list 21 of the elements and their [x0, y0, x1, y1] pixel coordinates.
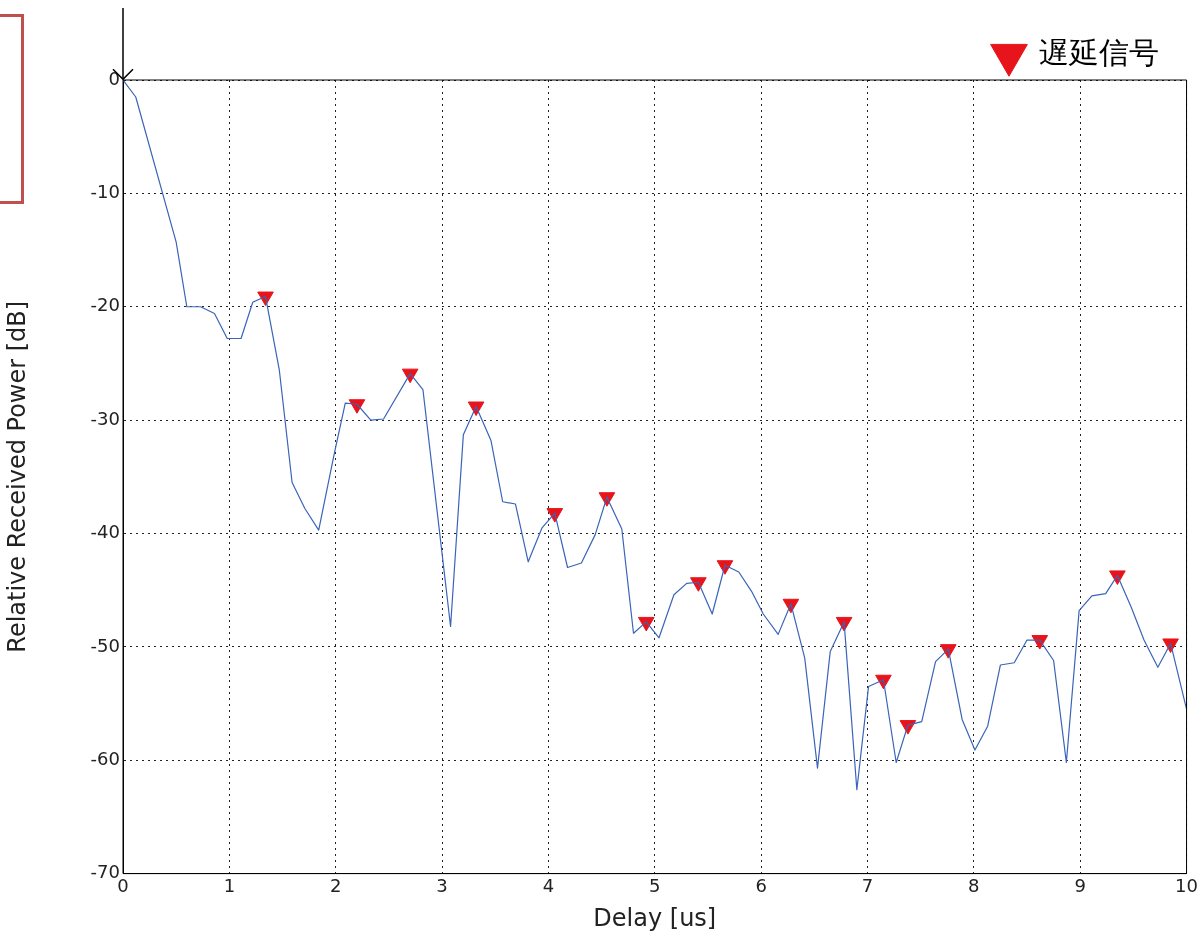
x-axis-title: Delay [us]: [593, 903, 717, 932]
x-tick-label: 2: [329, 875, 342, 897]
y-tick-label: 0: [108, 67, 120, 89]
x-tick-label: 1: [223, 875, 236, 897]
x-tick-label: 8: [968, 875, 980, 897]
x-tick-label: 7: [861, 875, 874, 897]
y-tick-label: -70: [90, 861, 120, 883]
y-tick-label: -10: [90, 181, 120, 203]
y-tick-label: -30: [90, 407, 120, 429]
y-axis-title: Relative Received Power [dB]: [2, 300, 31, 653]
x-tick-label: 5: [649, 875, 661, 897]
x-tick-label: 9: [1074, 875, 1086, 897]
y-tick-label: -40: [90, 521, 120, 543]
x-tick-label: 4: [542, 875, 555, 897]
x-tick-label: 3: [436, 875, 448, 897]
x-tick-label: 10: [1175, 875, 1198, 897]
legend-label: 遅延信号: [1039, 34, 1159, 70]
y-tick-label: -20: [90, 294, 120, 316]
x-tick-label: 6: [755, 875, 767, 897]
y-tick-label: -50: [90, 634, 120, 656]
y-tick-label: -60: [90, 747, 120, 769]
